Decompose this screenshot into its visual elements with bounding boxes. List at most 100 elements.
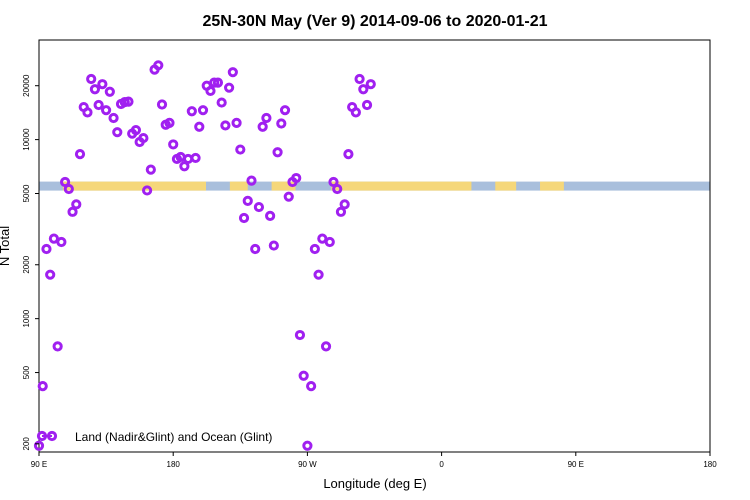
data-point <box>190 152 201 164</box>
data-point <box>168 139 179 150</box>
data-point <box>205 85 216 97</box>
data-point <box>52 341 63 352</box>
data-point <box>101 105 112 116</box>
land-band-segment <box>229 181 248 191</box>
data-point <box>220 120 231 131</box>
data-point <box>89 84 101 95</box>
y-tick-label: 200 <box>22 437 31 451</box>
data-point <box>216 97 227 108</box>
land-band-segment <box>271 181 296 191</box>
data-point <box>291 172 302 184</box>
data-point <box>339 199 350 210</box>
data-point <box>324 236 335 248</box>
data-point <box>261 112 272 124</box>
data-point <box>235 144 246 155</box>
data-point <box>224 82 235 93</box>
x-tick-label: 180 <box>167 460 181 469</box>
data-point <box>335 206 347 217</box>
plot-frame <box>38 39 711 453</box>
data-point <box>41 243 52 255</box>
data-point <box>242 195 253 206</box>
data-point <box>104 86 115 97</box>
data-point <box>350 107 361 118</box>
data-point <box>343 148 354 160</box>
data-point <box>246 175 257 186</box>
data-point <box>354 73 365 85</box>
data-point <box>123 96 134 107</box>
data-point <box>142 185 153 196</box>
x-axis: 90 E 180 90 W 0 90 E 180 <box>31 452 717 469</box>
data-point <box>283 191 294 202</box>
data-point <box>130 125 142 136</box>
x-tick-label: 90 W <box>298 460 317 469</box>
y-tick-label: 1000 <box>22 309 31 327</box>
data-point <box>302 440 313 451</box>
data-point <box>238 212 250 224</box>
data-point <box>272 147 283 158</box>
data-point <box>309 243 320 255</box>
legend-label: Land (Nadir&Glint) and Ocean (Glint) <box>75 430 272 444</box>
data-point <box>67 206 78 217</box>
data-point <box>317 233 328 244</box>
data-point <box>37 381 48 392</box>
x-tick-label: 90 E <box>568 460 584 469</box>
chart-title: 25N-30N May (Ver 9) 2014-09-06 to 2020-0… <box>202 13 547 30</box>
data-point <box>48 233 60 244</box>
data-point <box>212 77 224 88</box>
data-point <box>268 240 279 251</box>
y-axis: 200 500 1000 2000 5000 10000 20000 <box>22 74 39 450</box>
land-band-segment <box>495 181 517 191</box>
data-point <box>253 201 265 213</box>
data-point <box>33 440 45 451</box>
legend-marker-2 <box>46 430 58 442</box>
data-point <box>257 121 268 132</box>
y-tick-label: 20000 <box>22 74 31 97</box>
data-point <box>86 73 97 85</box>
plot-area <box>33 39 711 453</box>
data-point <box>265 210 276 221</box>
land-band-segment <box>62 181 207 191</box>
data-point <box>279 105 291 116</box>
data-point <box>231 117 242 128</box>
data-point <box>186 106 197 117</box>
land-ocean-band <box>39 181 710 191</box>
data-point <box>320 341 332 352</box>
series-points <box>33 60 376 451</box>
data-point <box>197 105 209 116</box>
data-point <box>250 243 261 255</box>
data-point <box>227 67 238 78</box>
data-point <box>179 161 190 172</box>
data-point <box>332 183 343 195</box>
data-point <box>71 199 82 210</box>
data-point <box>209 77 220 88</box>
data-point <box>365 79 376 90</box>
data-point <box>63 183 74 195</box>
data-point <box>45 269 56 280</box>
data-point <box>358 84 369 95</box>
data-point <box>164 117 175 128</box>
y-tick-label: 5000 <box>22 184 31 202</box>
x-tick-label: 90 E <box>31 460 47 469</box>
y-axis-label: N Total <box>0 226 12 266</box>
y-tick-label: 500 <box>22 365 31 379</box>
x-tick-label: 0 <box>439 460 444 469</box>
data-point <box>74 148 86 160</box>
data-point <box>93 99 104 111</box>
data-point <box>108 112 119 124</box>
data-point <box>145 164 156 175</box>
land-band-segment <box>540 181 564 191</box>
data-point <box>97 79 108 90</box>
data-point <box>276 118 287 129</box>
data-point <box>306 381 317 392</box>
data-point <box>298 370 309 381</box>
land-band-segment <box>331 181 472 191</box>
y-tick-label: 2000 <box>22 255 31 273</box>
data-point <box>56 236 67 248</box>
data-point <box>82 107 93 118</box>
x-tick-label: 180 <box>703 460 717 469</box>
y-tick-label: 10000 <box>22 128 31 151</box>
data-point <box>153 60 164 71</box>
legend: Land (Nadir&Glint) and Ocean (Glint) <box>36 430 272 444</box>
x-axis-label: Longitude (deg E) <box>323 476 426 491</box>
